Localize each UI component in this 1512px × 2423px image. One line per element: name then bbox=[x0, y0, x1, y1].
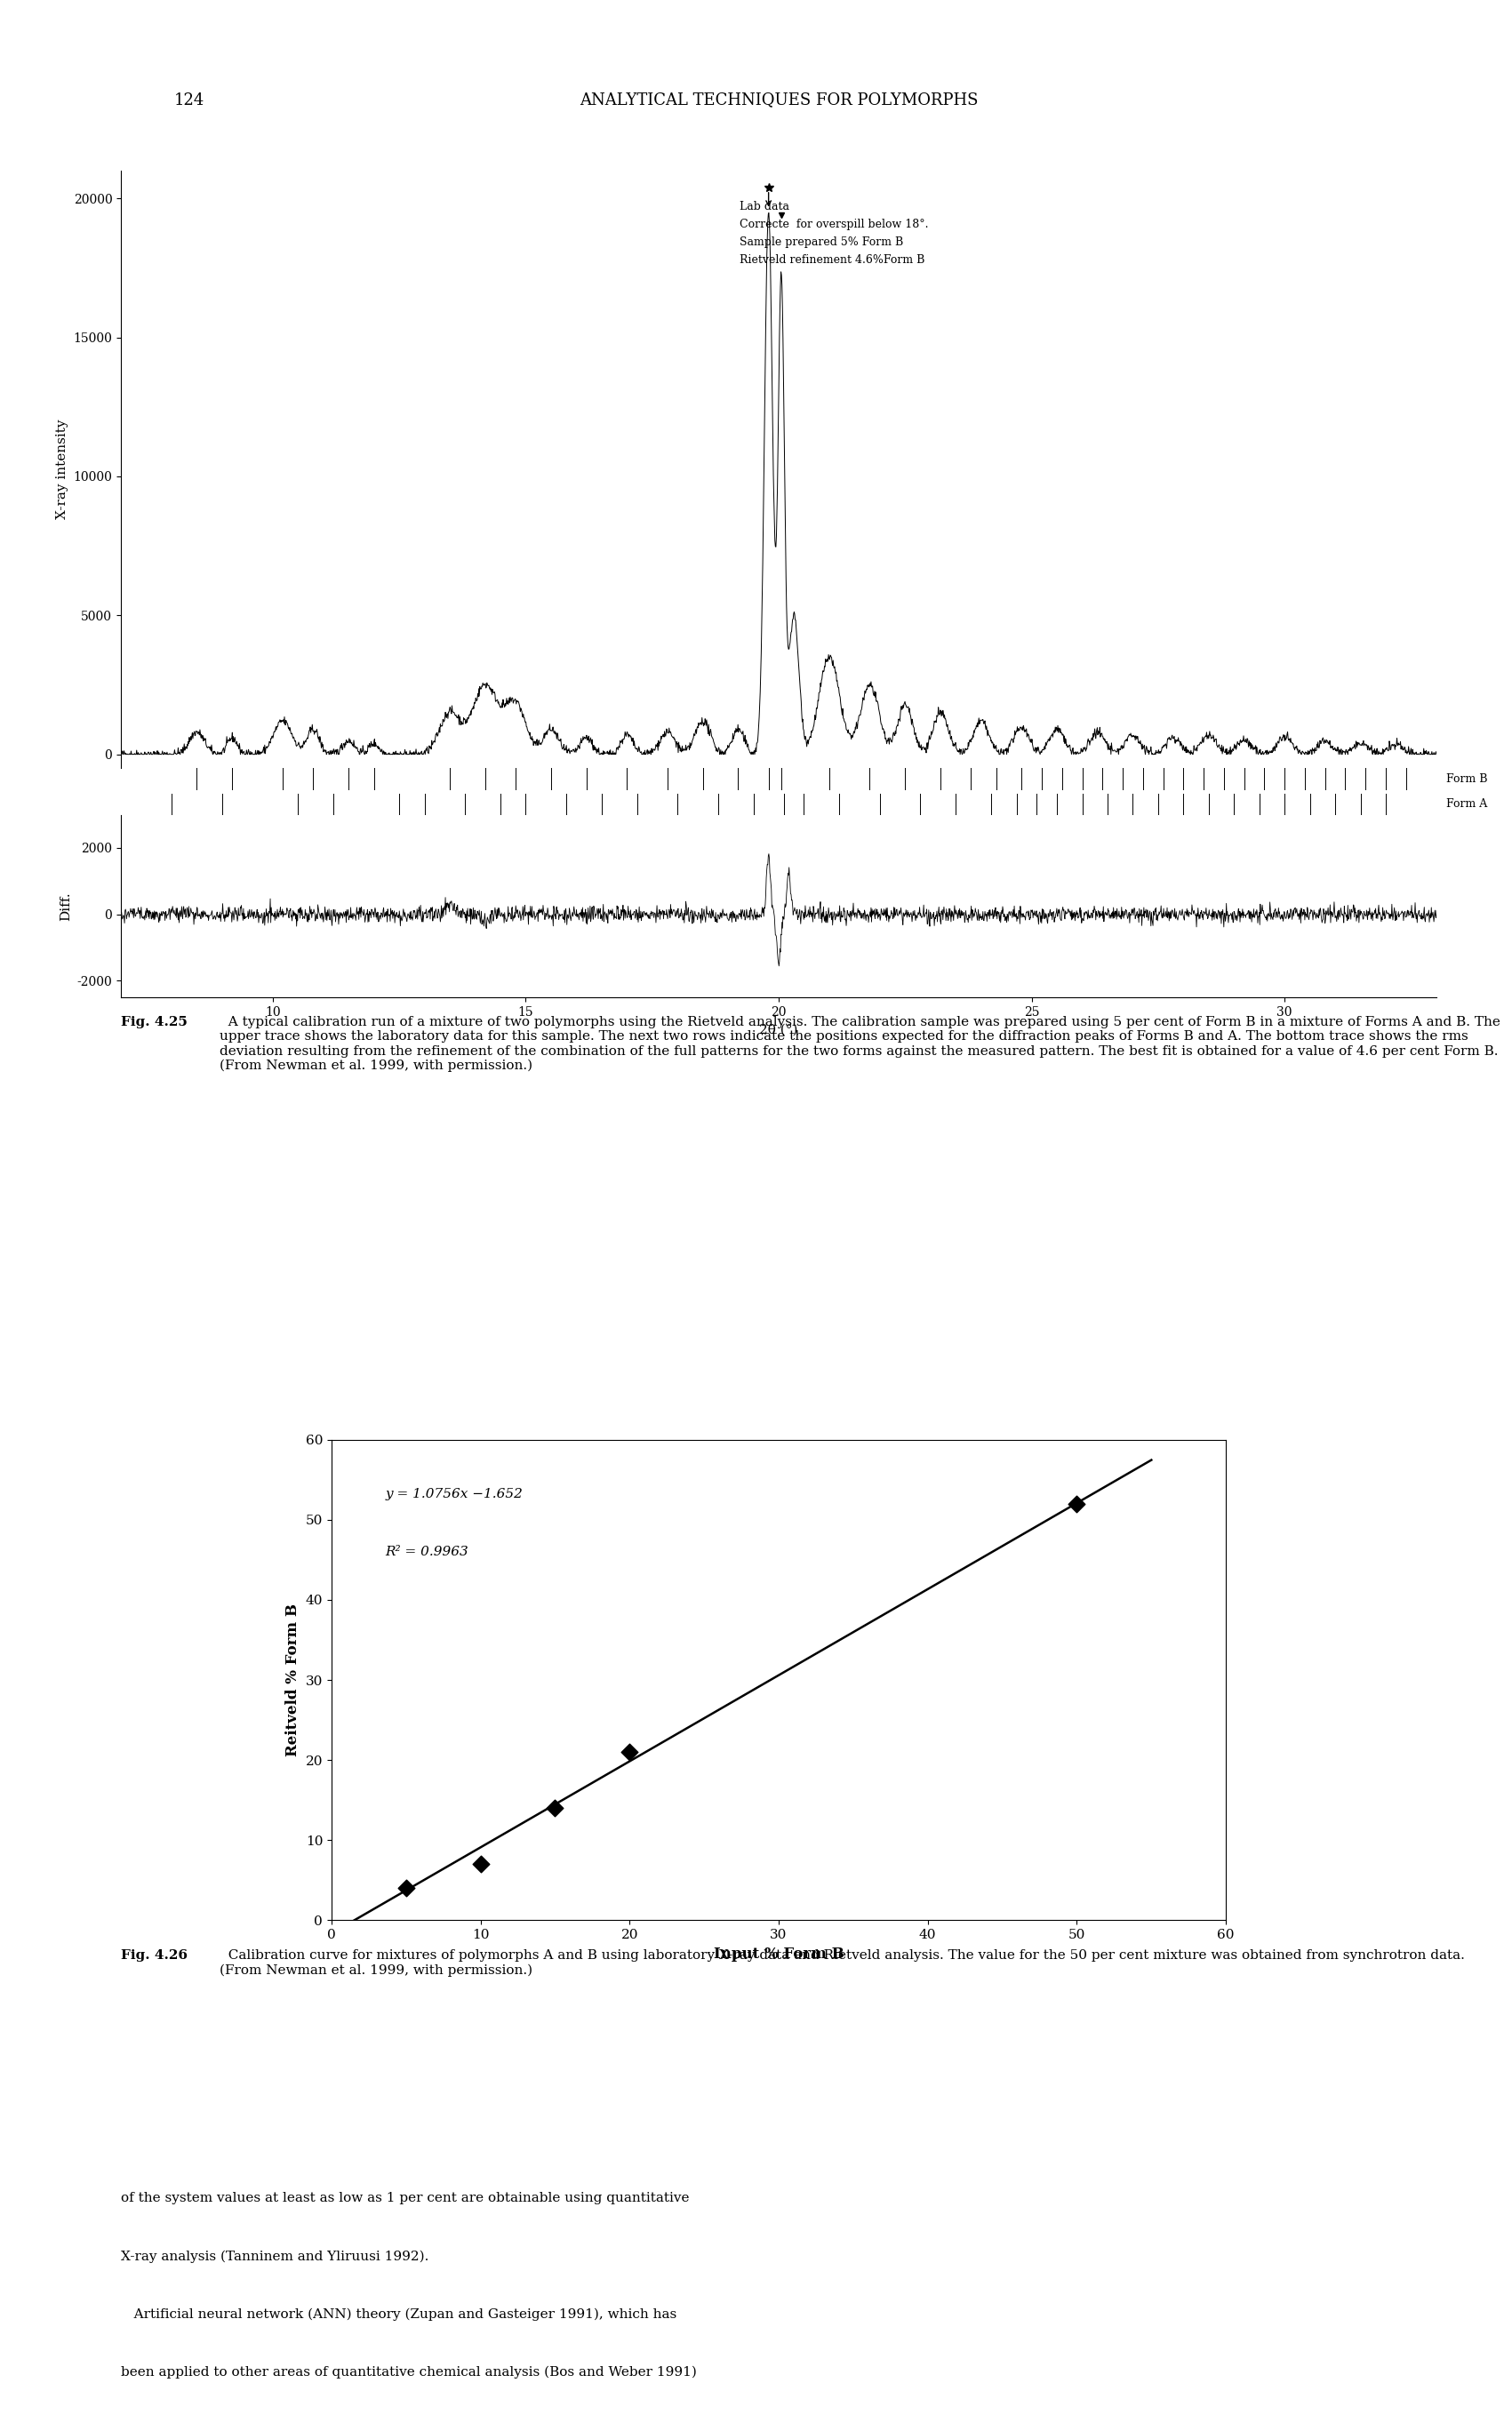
Text: Fig. 4.25: Fig. 4.25 bbox=[121, 1015, 187, 1030]
Text: of the system values at least as low as 1 per cent are obtainable using quantita: of the system values at least as low as … bbox=[121, 2193, 689, 2205]
Text: Form A: Form A bbox=[1447, 800, 1488, 809]
Text: ANALYTICAL TECHNIQUES FOR POLYMORPHS: ANALYTICAL TECHNIQUES FOR POLYMORPHS bbox=[579, 92, 978, 109]
Text: 124: 124 bbox=[174, 92, 204, 109]
Y-axis label: X-ray intensity: X-ray intensity bbox=[56, 419, 68, 519]
Text: Fig. 4.26: Fig. 4.26 bbox=[121, 1951, 187, 1963]
Y-axis label: Diff.: Diff. bbox=[59, 892, 73, 921]
Text: X-ray analysis (Tanninem and Yliruusi 1992).: X-ray analysis (Tanninem and Yliruusi 19… bbox=[121, 2251, 429, 2263]
Text: A typical calibration run of a mixture of two polymorphs using the Rietveld anal: A typical calibration run of a mixture o… bbox=[219, 1015, 1500, 1073]
X-axis label: 2θ (°): 2θ (°) bbox=[759, 1023, 798, 1035]
Text: Form B: Form B bbox=[1447, 773, 1488, 785]
Text: Lab data
Correcte  for overspill below 18°.
Sample prepared 5% Form B
Rietveld r: Lab data Correcte for overspill below 18… bbox=[739, 201, 928, 267]
Text: Calibration curve for mixtures of polymorphs A and B using laboratory X-ray data: Calibration curve for mixtures of polymo… bbox=[219, 1951, 1465, 1977]
Text: been applied to other areas of quantitative chemical analysis (Bos and Weber 199: been applied to other areas of quantitat… bbox=[121, 2365, 697, 2379]
Text: Artificial neural network (ANN) theory (Zupan and Gasteiger 1991), which has: Artificial neural network (ANN) theory (… bbox=[121, 2307, 677, 2321]
